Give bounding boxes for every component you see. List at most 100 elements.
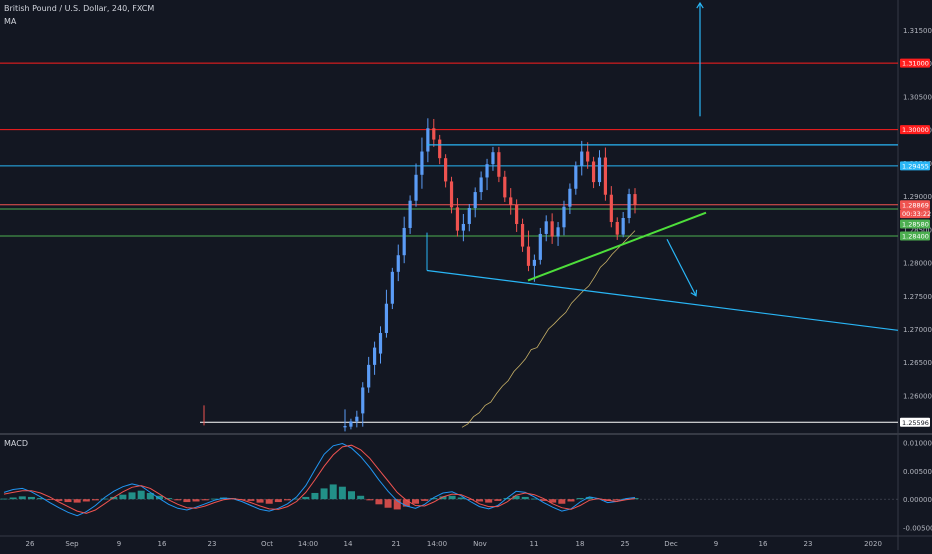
price-axis-label-bg [900, 231, 930, 241]
candle-body [627, 194, 631, 218]
macd-histogram-bar [393, 499, 401, 510]
upside-projection-arrow-head [696, 1, 704, 9]
candle-body [609, 194, 613, 222]
price-tick-label: 1.27500 [903, 293, 932, 301]
candle-body [384, 303, 389, 333]
macd-histogram-bar [558, 499, 566, 504]
candle-body [420, 151, 424, 175]
candle-body [467, 208, 471, 224]
price-axis-label: 1.28400 [900, 231, 930, 241]
macd-histogram-bar [82, 499, 90, 502]
macd-histogram-bar [311, 492, 319, 500]
macd-histogram-bar [165, 498, 173, 500]
price-axis-label-text: 1.28580 [902, 220, 929, 228]
candle-body [444, 158, 448, 182]
macd-signal-line [3, 444, 636, 514]
macd-histogram-bar [9, 497, 17, 500]
macd-line [3, 442, 636, 517]
macd-histogram-bar [585, 496, 593, 500]
macd-indicator-label[interactable]: MACD [4, 439, 28, 448]
candle-body [603, 157, 608, 195]
macd-histogram-bar [357, 495, 365, 500]
candle-body [396, 255, 400, 272]
time-tick-label: 18 [576, 540, 585, 548]
macd-histogram-bar [530, 498, 538, 500]
macd-histogram-bar [338, 486, 346, 500]
macd-histogram-bar [283, 499, 291, 501]
price-axis-label-bg [900, 161, 930, 171]
candle-body [367, 364, 371, 388]
price-axis-label-text: 1.30000 [902, 126, 929, 134]
price-tick-label: 1.27000 [903, 326, 932, 334]
macd-histogram-bar [320, 488, 328, 500]
candle-body [414, 174, 418, 201]
macd-histogram-bar [466, 499, 474, 501]
price-tick-label: 1.26500 [903, 359, 932, 367]
time-tick-label: 26 [26, 540, 35, 548]
price-tick-label: 1.26000 [903, 392, 932, 400]
macd-histogram-bar [384, 499, 392, 508]
macd-histogram-bar [101, 498, 109, 500]
candle-body [621, 217, 625, 235]
macd-histogram-bar [64, 499, 72, 503]
candle-body [426, 128, 430, 152]
macd-histogram-bar [476, 499, 484, 502]
time-tick-label: 9 [714, 540, 718, 548]
time-tick-label: 16 [759, 540, 768, 548]
macd-histogram-bar [192, 499, 200, 502]
macd-histogram-bar [201, 499, 209, 501]
macd-tick-label: 0.01000 [903, 439, 932, 447]
macd-histogram-bar [137, 490, 145, 500]
price-axis-label-bg [900, 417, 930, 427]
ma-indicator-label[interactable]: MA [4, 17, 17, 26]
macd-histogram-bar [274, 499, 282, 503]
macd-tick-label: -0.00500 [903, 525, 932, 533]
macd-histogram-bar [521, 496, 529, 500]
time-tick-label: 14:00 [427, 540, 447, 548]
price-axis-label: 1.29455 [900, 161, 930, 171]
moving-average-line [461, 230, 636, 428]
macd-histogram-bar [448, 495, 456, 500]
macd-histogram-bar [412, 499, 420, 504]
candle-body [378, 332, 383, 354]
time-tick-label: 11 [530, 540, 539, 548]
price-axis-label-text: 1.31000 [902, 60, 929, 68]
macd-histogram-bar [430, 498, 438, 500]
price-axis-label: 1.31000 [900, 58, 930, 68]
time-tick-label: 23 [208, 540, 217, 548]
candle-body [550, 221, 554, 237]
candle-body [633, 194, 637, 205]
price-tick-label: 1.31500 [903, 27, 932, 35]
candle-body [372, 347, 377, 365]
macd-histogram-bar [265, 499, 273, 504]
macd-histogram-bar [91, 499, 99, 501]
ascending-trend-line [527, 211, 707, 282]
time-tick-label: 25 [621, 540, 630, 548]
candle-body [591, 161, 596, 183]
candle-body [515, 204, 519, 224]
time-tick-label: 21 [392, 540, 401, 548]
macd-histogram-bar [567, 499, 575, 502]
time-tick-label: 14 [344, 540, 353, 548]
candle-body [432, 128, 436, 140]
macd-histogram-bar [55, 499, 63, 501]
macd-histogram-bar [183, 499, 191, 503]
candle-body [355, 416, 359, 422]
macd-tick-label: 0.00000 [903, 496, 932, 504]
macd-histogram-bar [293, 498, 301, 500]
price-tick-label: 1.30500 [903, 93, 932, 101]
price-axis-label-bg [900, 219, 930, 229]
candle-body [580, 151, 584, 166]
macd-histogram-bar [576, 498, 584, 500]
price-axis-label: 1.28869 [900, 200, 930, 210]
candle-body [597, 157, 602, 183]
time-tick-label: 23 [804, 540, 813, 548]
candle-body [479, 177, 483, 193]
macd-histogram-bar [0, 498, 8, 500]
time-tick-label: 9 [117, 540, 121, 548]
macd-histogram-bar [512, 495, 520, 500]
price-axis-label-bg [900, 125, 930, 135]
price-tick-label: 1.29000 [903, 193, 932, 201]
